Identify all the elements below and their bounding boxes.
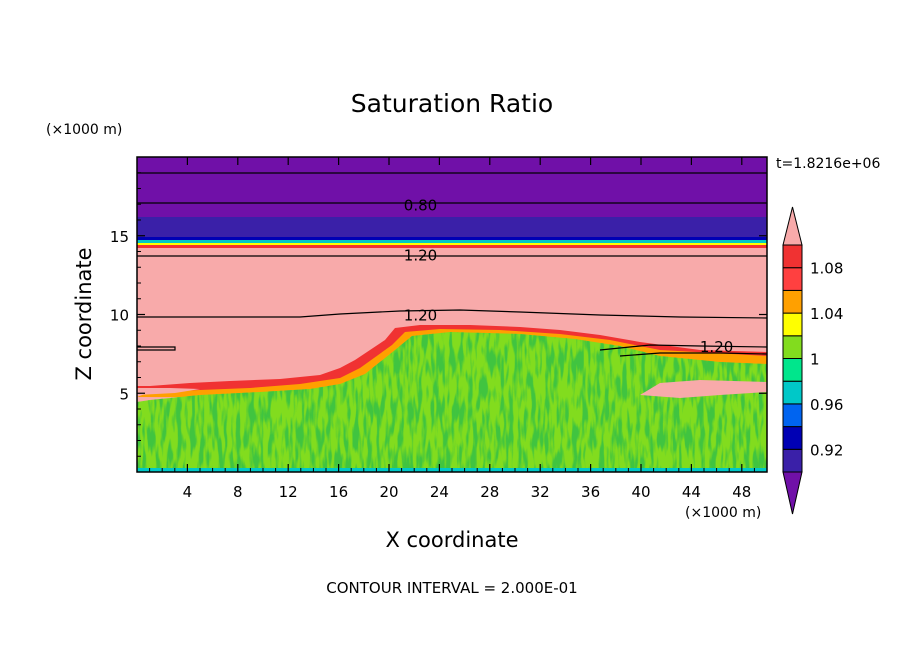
colorbar-segment: [782, 426, 803, 450]
colorbar-segment: [782, 267, 803, 291]
x-unit-label: (×1000 m): [685, 505, 761, 521]
colorbar-label: 1: [810, 351, 820, 369]
x-axis-label: X coordinate: [385, 528, 518, 552]
band-blue: [137, 227, 767, 237]
colorbar-segment: [782, 403, 803, 428]
contour-label-group: 0.80 1.20 1.20 1.20: [404, 196, 734, 356]
colorbar-segment: [782, 289, 803, 314]
x-tick-label: 12: [279, 483, 298, 501]
colorbar-label: 1.08: [810, 260, 843, 278]
chart-title: Saturation Ratio: [351, 89, 553, 118]
x-tick-label: 8: [233, 483, 243, 501]
y-tick-label: 10: [110, 307, 129, 325]
x-tick-label: 48: [732, 483, 751, 501]
colorbar-label: 0.92: [810, 441, 843, 459]
colorbar: 1.08 1.04 1 0.96 0.92: [782, 206, 843, 515]
contour-label: 0.80: [404, 196, 437, 214]
x-tick-label: 4: [183, 483, 193, 501]
colorbar-label: 1.04: [810, 305, 843, 323]
band-dark-blue: [137, 217, 767, 227]
region-clear-pocket: [640, 380, 767, 398]
band-red: [137, 245, 767, 248]
x-tick-label: 36: [581, 483, 600, 501]
colorbar-low-triangle: [782, 471, 803, 515]
contour-label: 1.20: [404, 247, 437, 265]
y-axis: 5 10 15: [110, 172, 767, 457]
x-tick-label: 16: [329, 483, 348, 501]
x-tick-label: 40: [631, 483, 650, 501]
band-navy: [137, 237, 767, 240]
region-cloud-body-texture: [137, 332, 767, 472]
time-label: t=1.8216e+06: [776, 156, 880, 172]
x-tick-label: 20: [379, 483, 398, 501]
contour-label: 1.20: [404, 307, 437, 325]
y-tick-label: 5: [119, 385, 129, 403]
x-tick-label: 44: [682, 483, 701, 501]
region-clear-pocket-left: [137, 388, 200, 395]
colorbar-segment: [782, 448, 803, 473]
y-tick-label: 15: [110, 228, 129, 246]
region-upper-atmosphere: [137, 157, 767, 217]
y-axis-label: Z coordinate: [72, 247, 96, 380]
contour-lines: [137, 172, 767, 357]
x-axis: 4 8 12 16 20 24 28 32 36 40 44 48: [149, 157, 755, 501]
colorbar-segment: [782, 335, 803, 359]
x-tick-label: 28: [480, 483, 499, 501]
x-tick-label: 32: [531, 483, 550, 501]
colorbar-high-triangle: [782, 206, 803, 246]
contour-label: 1.20: [700, 338, 733, 356]
contour-interval-footer: CONTOUR INTERVAL = 2.000E-01: [326, 579, 577, 597]
y-unit-label: (×1000 m): [46, 122, 122, 138]
x-tick-label: 24: [430, 483, 449, 501]
colorbar-segment: [782, 358, 803, 382]
band-yellow: [137, 243, 767, 245]
band-cyan: [137, 240, 767, 243]
plot-area: [137, 157, 767, 472]
colorbar-segment: [782, 380, 803, 405]
colorbar-segment: [782, 312, 803, 337]
colorbar-label: 0.96: [810, 396, 843, 414]
colorbar-segment: [782, 244, 803, 269]
